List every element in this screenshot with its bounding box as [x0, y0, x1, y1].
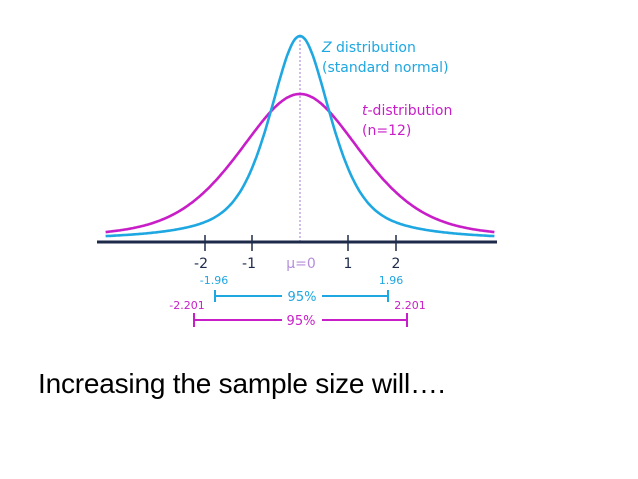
t-interval-bracket: [193, 313, 408, 327]
z-interval-left-label: -1.96: [200, 274, 228, 287]
tick-label-pos1: 1: [344, 256, 353, 272]
tick-label-pos2: 2: [392, 256, 401, 272]
t-distribution-sublabel: (n=12): [362, 123, 411, 139]
tick-label-mean: μ=0: [286, 256, 316, 272]
t-distribution-label: t-distribution: [362, 103, 452, 119]
t-distribution-curve: [105, 92, 495, 234]
axis-ticks: [204, 235, 397, 251]
tick-label-neg1: -1: [242, 256, 256, 272]
z-distribution-label: Z distribution: [321, 40, 416, 56]
t-interval-percent-label: 95%: [287, 314, 316, 329]
z-interval-bracket: [214, 290, 389, 302]
z-interval-right-label: 1.96: [379, 274, 404, 287]
t-interval-right-label: 2.201: [394, 299, 426, 312]
slide-caption: Increasing the sample size will….: [38, 368, 446, 399]
z-distribution-curve: [105, 34, 495, 238]
z-distribution-sublabel: (standard normal): [322, 60, 449, 76]
t-interval-left-label: -2.201: [169, 299, 204, 312]
tick-label-neg2: -2: [194, 256, 208, 272]
z-interval-percent-label: 95%: [288, 290, 317, 305]
